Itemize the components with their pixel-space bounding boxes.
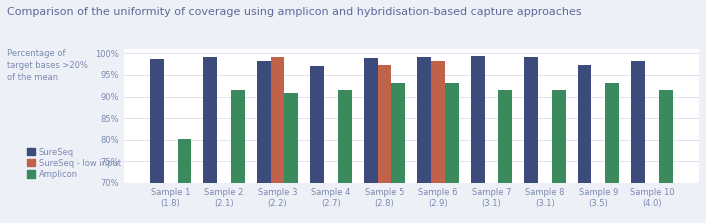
- Bar: [659, 90, 673, 223]
- Text: Percentage of
target bases >20%
of the mean: Percentage of target bases >20% of the m…: [7, 49, 88, 82]
- Bar: [150, 59, 164, 223]
- Bar: [524, 57, 538, 223]
- Bar: [552, 90, 566, 223]
- Bar: [631, 61, 645, 223]
- Bar: [285, 93, 299, 223]
- Bar: [364, 58, 378, 223]
- Bar: [391, 83, 405, 223]
- Bar: [310, 66, 324, 223]
- Bar: [378, 66, 391, 223]
- Bar: [417, 57, 431, 223]
- Bar: [606, 83, 619, 223]
- Bar: [498, 90, 513, 223]
- Text: Comparison of the uniformity of coverage using amplicon and hybridisation-based : Comparison of the uniformity of coverage…: [7, 7, 582, 17]
- Bar: [445, 83, 459, 223]
- Bar: [231, 90, 245, 223]
- Bar: [257, 61, 270, 223]
- Bar: [270, 57, 285, 223]
- Legend: SureSeq, SureSeq - low input, Amplicon: SureSeq, SureSeq - low input, Amplicon: [27, 148, 121, 179]
- Bar: [471, 56, 484, 223]
- Bar: [203, 57, 217, 223]
- Bar: [338, 90, 352, 223]
- Bar: [578, 66, 592, 223]
- Bar: [431, 61, 445, 223]
- Bar: [177, 139, 191, 223]
